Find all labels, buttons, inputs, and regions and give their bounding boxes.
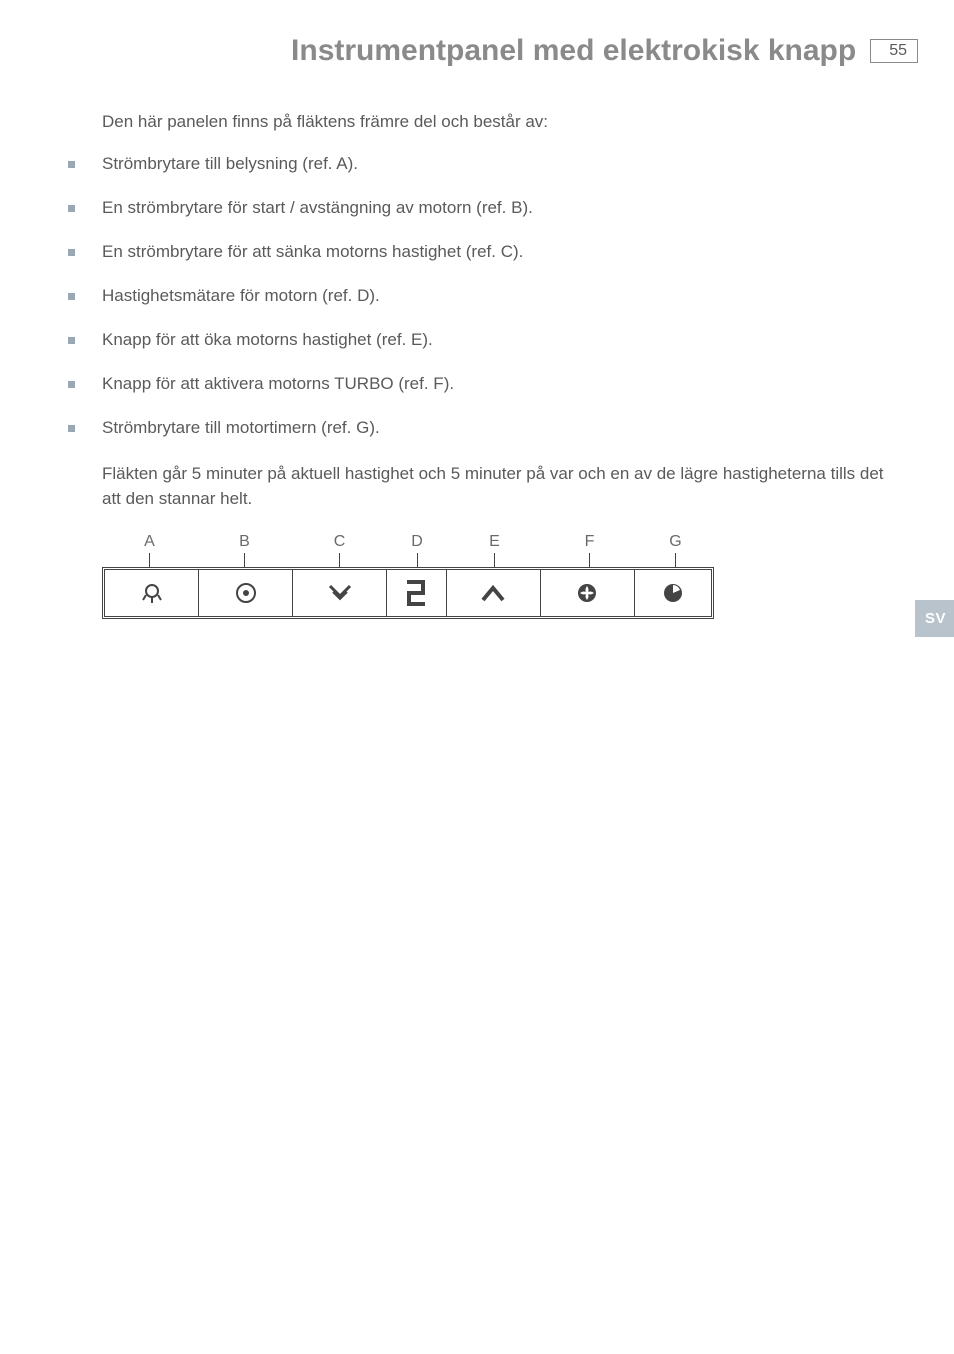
panel-cell-power xyxy=(199,570,293,616)
bullet-icon xyxy=(68,249,75,256)
tick-icon xyxy=(149,553,150,567)
panel-cell-timer xyxy=(635,570,711,616)
chevron-down-icon xyxy=(327,582,353,604)
bullet-icon xyxy=(68,337,75,344)
bullet-text: Strömbrytare till belysning (ref. A). xyxy=(102,154,358,174)
panel-cell-speed-down xyxy=(293,570,387,616)
power-icon xyxy=(235,582,257,604)
digit-display-icon xyxy=(403,578,429,608)
tick-icon xyxy=(589,553,590,567)
control-panel-diagram: A B C D E F G xyxy=(102,533,886,619)
bullet-text: En strömbrytare för att sänka motorns ha… xyxy=(102,242,523,262)
bullet-icon xyxy=(68,205,75,212)
panel-cell-speed-up xyxy=(447,570,541,616)
diagram-label: E xyxy=(447,533,542,567)
list-item: En strömbrytare för att sänka motorns ha… xyxy=(68,242,886,262)
bullet-text: Hastighetsmätare för motorn (ref. D). xyxy=(102,286,380,306)
list-item: En strömbrytare för start / avstängning … xyxy=(68,198,886,218)
list-item: Knapp för att aktivera motorns TURBO (re… xyxy=(68,374,886,394)
page-content: Den här panelen finns på fläktens främre… xyxy=(0,68,954,619)
tick-icon xyxy=(339,553,340,567)
bullet-text: Knapp för att aktivera motorns TURBO (re… xyxy=(102,374,454,394)
tick-icon xyxy=(417,553,418,567)
page-title: Instrumentpanel med elektrokisk knapp xyxy=(291,34,856,68)
diagram-labels-row: A B C D E F G xyxy=(102,533,886,567)
tick-icon xyxy=(494,553,495,567)
chevron-up-icon xyxy=(480,582,506,604)
diagram-label: G xyxy=(637,533,714,567)
timer-icon xyxy=(662,582,684,604)
intro-text: Den här panelen finns på fläktens främre… xyxy=(102,112,886,132)
list-item: Strömbrytare till motortimern (ref. G). xyxy=(68,418,886,438)
language-tab: SV xyxy=(915,600,954,637)
turbo-icon xyxy=(576,582,598,604)
panel-cell-light xyxy=(105,570,199,616)
page-number-box: 55 xyxy=(870,39,918,63)
tick-icon xyxy=(675,553,676,567)
panel-cell-speed-display xyxy=(387,570,446,616)
bullet-icon xyxy=(68,293,75,300)
bullet-icon xyxy=(68,425,75,432)
closing-text: Fläkten går 5 minuter på aktuell hastigh… xyxy=(102,462,886,511)
bullet-list: Strömbrytare till belysning (ref. A). En… xyxy=(68,154,886,438)
bullet-icon xyxy=(68,161,75,168)
bullet-text: En strömbrytare för start / avstängning … xyxy=(102,198,533,218)
page-header: Instrumentpanel med elektrokisk knapp 55 xyxy=(0,0,954,68)
control-panel-row xyxy=(102,567,714,619)
list-item: Strömbrytare till belysning (ref. A). xyxy=(68,154,886,174)
bullet-text: Strömbrytare till motortimern (ref. G). xyxy=(102,418,380,438)
diagram-label: C xyxy=(292,533,387,567)
list-item: Knapp för att öka motorns hastighet (ref… xyxy=(68,330,886,350)
tick-icon xyxy=(244,553,245,567)
bullet-icon xyxy=(68,381,75,388)
diagram-label: D xyxy=(387,533,447,567)
list-item: Hastighetsmätare för motorn (ref. D). xyxy=(68,286,886,306)
diagram-label: B xyxy=(197,533,292,567)
light-icon xyxy=(140,581,164,605)
panel-cell-turbo xyxy=(541,570,635,616)
diagram-label: A xyxy=(102,533,197,567)
bullet-text: Knapp för att öka motorns hastighet (ref… xyxy=(102,330,433,350)
diagram-label: F xyxy=(542,533,637,567)
